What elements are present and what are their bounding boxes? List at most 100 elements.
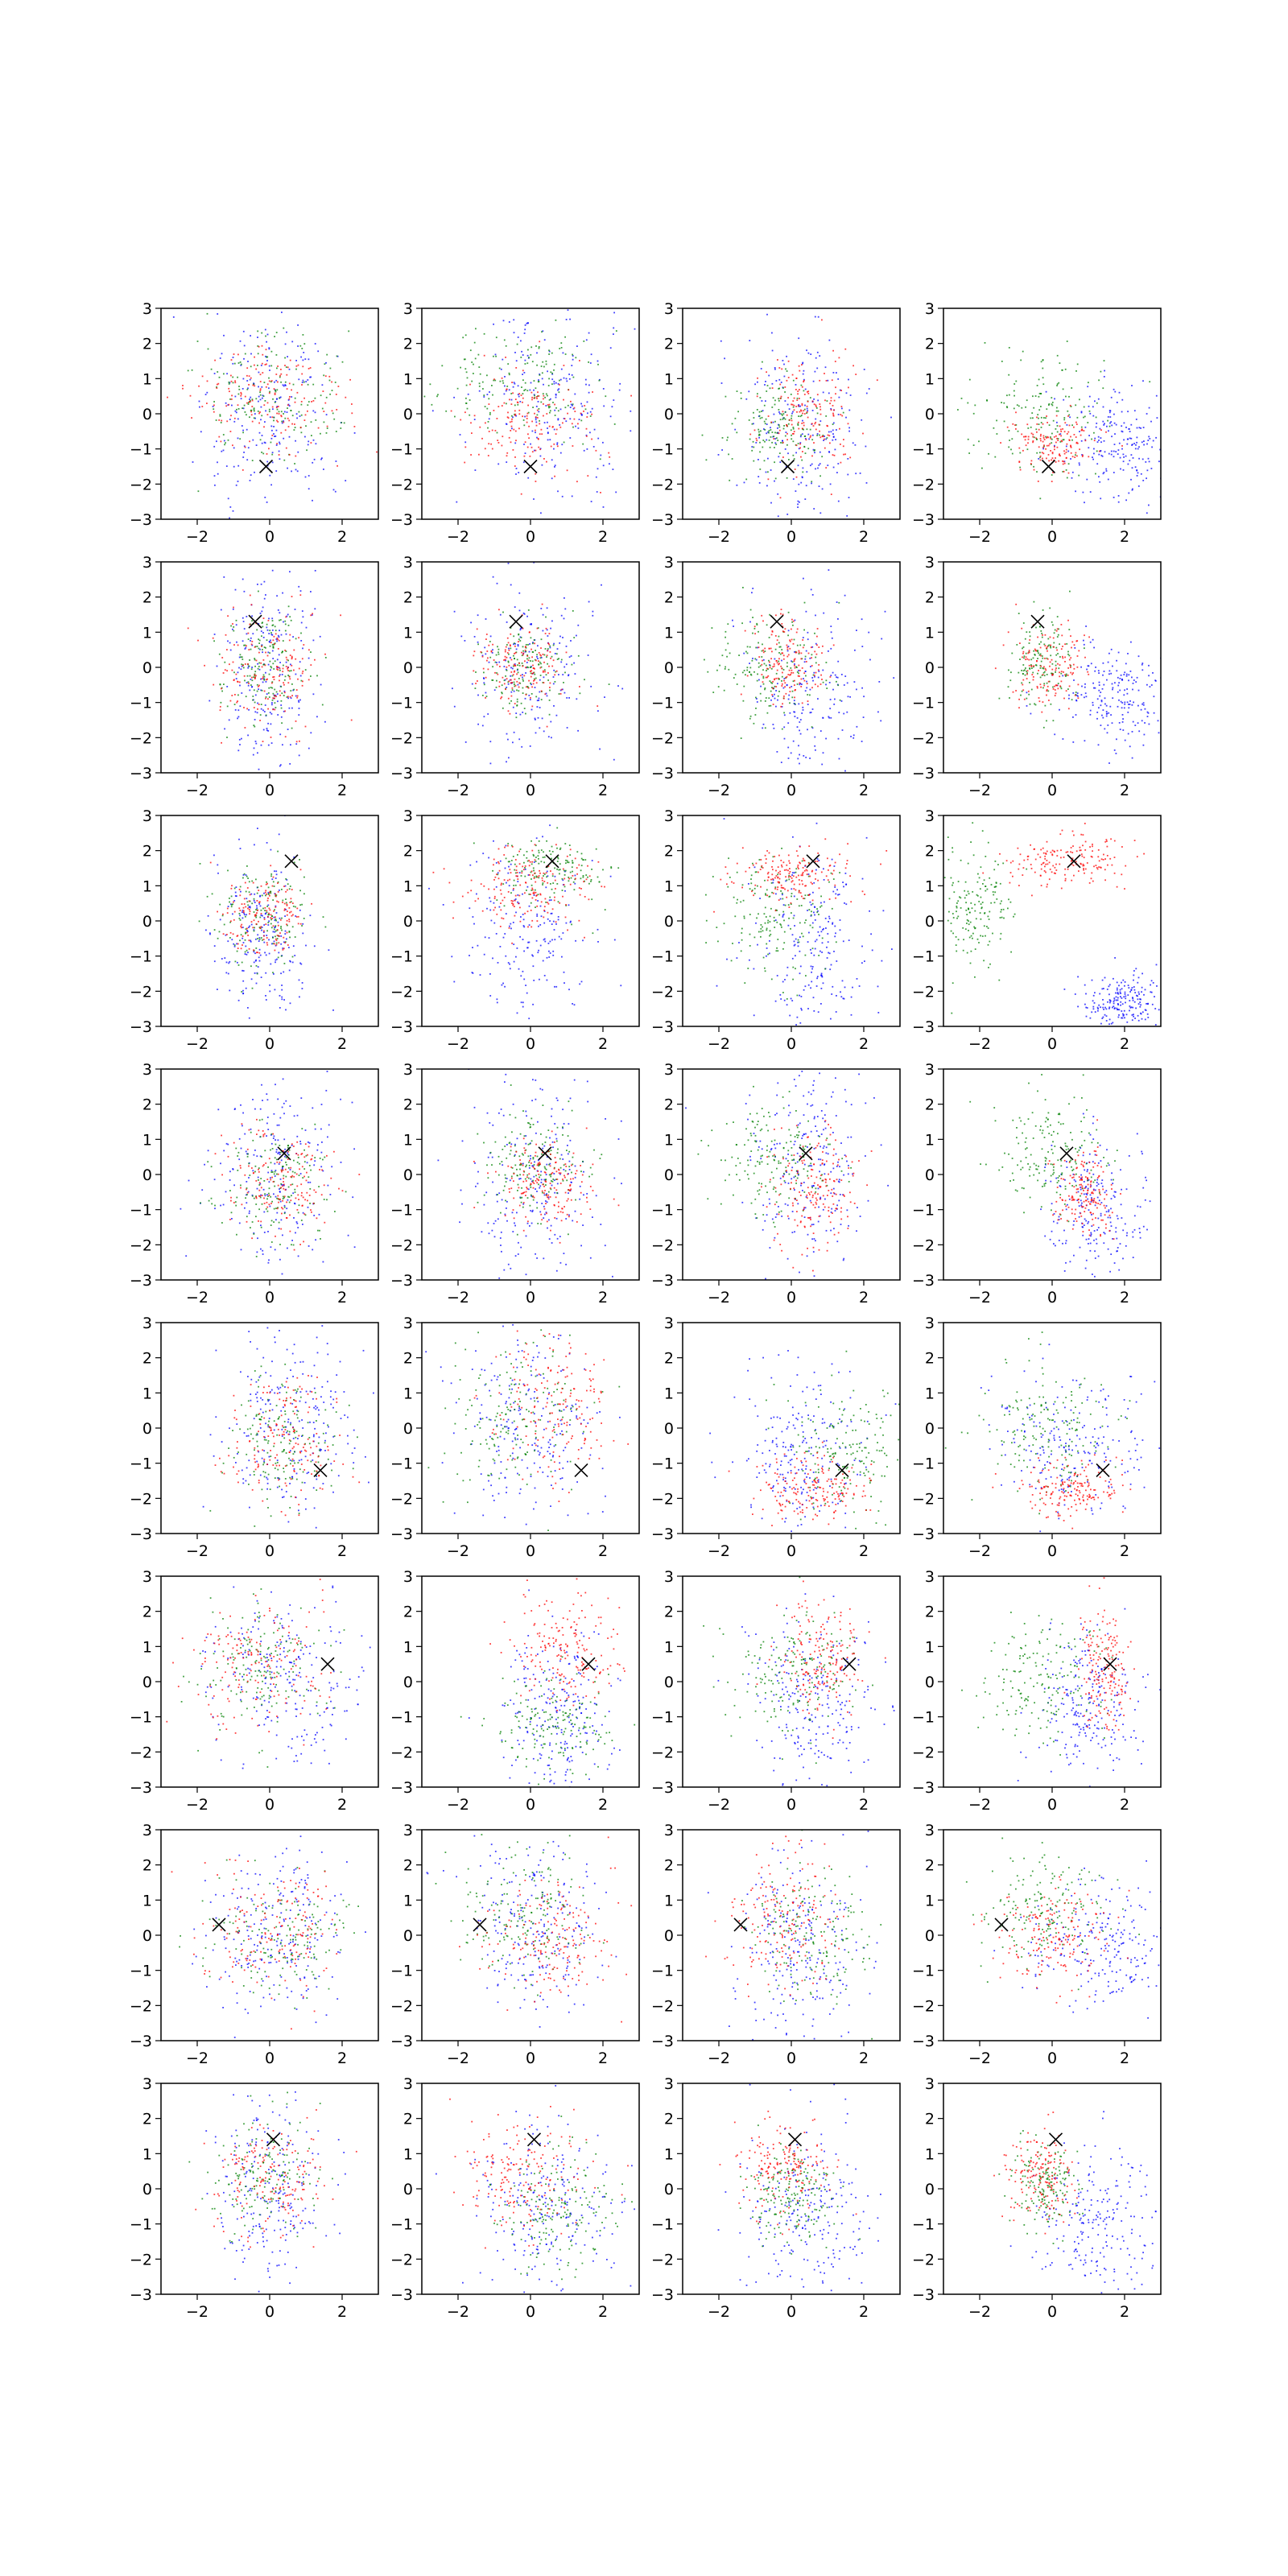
point-red — [1042, 452, 1045, 455]
point-blue — [1114, 390, 1117, 393]
point-green — [796, 671, 799, 673]
point-green — [530, 682, 531, 684]
point-green — [246, 949, 248, 952]
point-red — [271, 885, 274, 887]
point-green — [295, 906, 296, 908]
point-blue — [235, 886, 237, 888]
point-red — [248, 375, 250, 378]
point-green — [796, 683, 799, 685]
point-red — [580, 412, 582, 415]
point-blue — [852, 734, 855, 737]
point-green — [1070, 665, 1071, 667]
point-red — [597, 705, 599, 707]
point-green — [749, 667, 752, 669]
point-green — [1076, 363, 1079, 365]
point-red — [268, 392, 270, 394]
point-blue — [534, 449, 535, 452]
point-green — [1068, 414, 1071, 416]
point-blue — [535, 732, 537, 734]
point-blue — [734, 428, 737, 431]
point-green — [254, 673, 256, 675]
point-green — [539, 661, 541, 663]
point-blue — [815, 614, 816, 617]
y-tick-label: 2 — [664, 336, 674, 353]
point-blue — [275, 961, 276, 964]
point-red — [771, 387, 774, 389]
point-red — [1042, 674, 1044, 675]
axes-frame — [943, 308, 1162, 520]
point-red — [766, 667, 768, 670]
point-red — [230, 380, 233, 382]
point-green — [712, 691, 715, 693]
point-blue — [219, 357, 221, 359]
point-green — [758, 434, 760, 436]
point-green — [791, 415, 793, 417]
point-red — [799, 447, 801, 449]
point-green — [475, 328, 477, 330]
point-blue — [233, 465, 235, 468]
point-red — [533, 397, 535, 399]
point-green — [1052, 686, 1054, 688]
point-blue — [1085, 625, 1087, 627]
point-green — [270, 927, 273, 929]
point-red — [258, 704, 260, 705]
point-green — [207, 348, 209, 350]
point-red — [507, 411, 509, 414]
point-blue — [1108, 712, 1110, 714]
point-green — [1037, 650, 1038, 653]
point-red — [558, 384, 560, 386]
point-green — [728, 668, 730, 671]
point-red — [258, 920, 259, 923]
point-green — [287, 675, 289, 676]
point-blue — [834, 674, 836, 676]
point-red — [265, 923, 267, 925]
point-red — [238, 681, 241, 683]
point-blue — [270, 712, 273, 715]
point-red — [261, 666, 263, 668]
point-green — [559, 379, 560, 382]
y-tick-label: 2 — [925, 589, 935, 607]
point-red — [264, 364, 266, 365]
point-blue — [788, 694, 791, 696]
point-green — [514, 413, 515, 415]
point-red — [789, 687, 791, 689]
point-blue — [1080, 666, 1082, 668]
point-green — [250, 648, 252, 650]
point-green — [522, 692, 524, 694]
point-red — [1015, 428, 1017, 430]
point-blue — [262, 914, 263, 917]
point-green — [506, 644, 508, 646]
point-blue — [828, 682, 831, 683]
point-red — [792, 620, 795, 622]
point-blue — [260, 419, 262, 421]
point-green — [233, 704, 236, 705]
point-green — [1040, 641, 1042, 643]
point-green — [786, 444, 788, 446]
point-green — [294, 397, 296, 399]
point-blue — [574, 393, 576, 395]
point-red — [255, 914, 257, 916]
point-blue — [1112, 697, 1114, 700]
point-green — [809, 428, 811, 431]
point-green — [187, 369, 189, 372]
point-red — [230, 920, 232, 923]
point-green — [431, 403, 433, 406]
point-blue — [288, 969, 291, 972]
point-green — [558, 693, 560, 695]
point-blue — [242, 910, 244, 911]
point-red — [798, 365, 800, 367]
point-green — [270, 875, 272, 877]
point-red — [289, 902, 291, 903]
point-blue — [239, 684, 241, 687]
point-red — [270, 737, 272, 738]
point-red — [821, 679, 823, 680]
point-green — [251, 460, 254, 461]
point-red — [802, 646, 804, 649]
point-blue — [272, 658, 275, 659]
point-green — [771, 682, 774, 684]
point-green — [1051, 663, 1054, 665]
point-green — [307, 383, 309, 386]
point-red — [349, 378, 351, 381]
point-blue — [1137, 689, 1140, 691]
point-blue — [1123, 707, 1125, 709]
